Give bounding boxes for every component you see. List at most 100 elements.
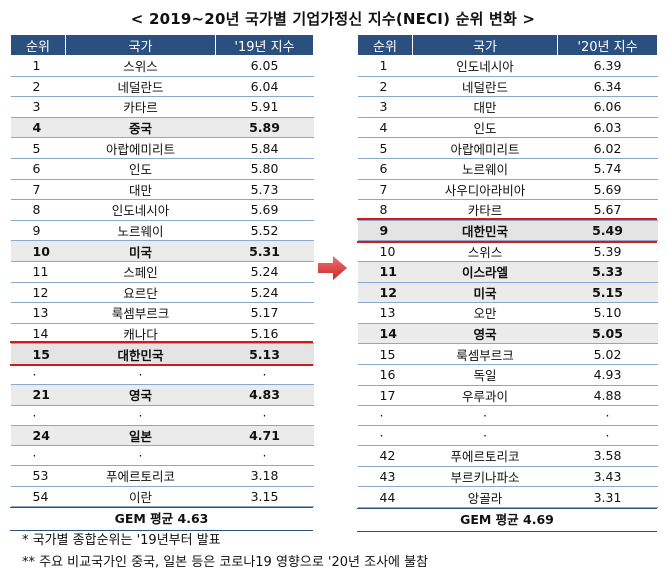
index-cell: 5.02 <box>557 343 658 365</box>
country-cell: 캐나다 <box>65 323 216 345</box>
table-row: 1 인도네시아 6.39 <box>357 55 658 77</box>
country-cell: 인도 <box>65 158 216 180</box>
ellipsis-row: · · · <box>357 425 658 447</box>
index-cell: 5.13 <box>215 343 314 365</box>
table-header-row: 순위 국가 '19년 지수 <box>10 34 314 56</box>
index-cell: 4.83 <box>215 384 314 406</box>
rank-cell: 2 <box>10 76 66 98</box>
table-row: 12 요르단 5.24 <box>10 282 314 304</box>
rank-cell: 44 <box>357 486 413 508</box>
rank-cell: 11 <box>10 261 66 283</box>
ellipsis-row: · · · <box>357 405 658 427</box>
table-row: 5 아랍에미리트 5.84 <box>10 137 314 159</box>
table-row: 15 룩셈부르크 5.02 <box>357 343 658 365</box>
rank-cell: 14 <box>10 323 66 345</box>
index-cell: · <box>557 425 658 447</box>
country-cell: 스위스 <box>412 240 558 262</box>
country-cell: 우루과이 <box>412 385 558 407</box>
table-row: 24 일본 4.71 <box>10 425 314 447</box>
table-row: 2 네덜란드 6.04 <box>10 76 314 98</box>
country-cell: 노르웨이 <box>412 158 558 180</box>
country-cell: · <box>412 405 558 427</box>
table-row: 6 인도 5.80 <box>10 158 314 180</box>
country-cell: 영국 <box>412 323 558 345</box>
table-row: 44 앙골라 3.31 <box>357 486 658 508</box>
rank-cell: 42 <box>357 445 413 467</box>
rank-cell: 12 <box>357 282 413 304</box>
index-cell: 3.43 <box>557 466 658 488</box>
index-cell: 6.02 <box>557 137 658 159</box>
table-row: 9 노르웨이 5.52 <box>10 220 314 242</box>
ellipsis-row: · · · <box>10 364 314 385</box>
country-cell: 푸에르토리코 <box>412 445 558 467</box>
country-cell: · <box>65 405 216 426</box>
arrow-right-icon <box>318 256 347 280</box>
rank-cell: 8 <box>357 199 413 221</box>
table-row: 42 푸에르토리코 3.58 <box>357 445 658 467</box>
index-cell: 5.69 <box>215 199 314 221</box>
index-cell: 5.39 <box>557 240 658 262</box>
index-cell: 5.24 <box>215 261 314 283</box>
rank-cell: 13 <box>357 302 413 324</box>
country-cell: · <box>65 364 216 385</box>
rank-cell: 5 <box>357 137 413 159</box>
index-cell: 5.80 <box>215 158 314 180</box>
rank-cell: 17 <box>357 385 413 407</box>
table-row: 8 카타르 5.67 <box>357 199 658 221</box>
index-cell: 5.84 <box>215 137 314 159</box>
index-cell: 3.58 <box>557 445 658 467</box>
country-cell: 아랍에미리트 <box>65 137 216 159</box>
index-cell: 5.91 <box>215 96 314 118</box>
table-row: 17 우루과이 4.88 <box>357 385 658 407</box>
footnote-1: * 국가별 종합순위는 '19년부터 발표 <box>22 533 221 548</box>
country-cell: 미국 <box>412 282 558 304</box>
table-row: 9 대한민국 5.49 <box>357 220 658 242</box>
index-cell: · <box>215 445 314 467</box>
table-row: 7 대만 5.73 <box>10 179 314 201</box>
table-row: 53 푸에르토리코 3.18 <box>10 465 314 487</box>
index-cell: 6.04 <box>215 76 314 98</box>
country-cell: 인도 <box>412 117 558 139</box>
country-cell: 아랍에미리트 <box>412 137 558 159</box>
rank-cell: 13 <box>10 302 66 324</box>
index-cell: 5.10 <box>557 302 658 324</box>
country-cell: 카타르 <box>65 96 216 118</box>
table-row: 16 독일 4.93 <box>357 364 658 386</box>
rank-cell: 53 <box>10 465 66 487</box>
header-rank: 순위 <box>357 34 413 56</box>
country-cell: 네덜란드 <box>412 76 558 98</box>
country-cell: 영국 <box>65 384 216 406</box>
rank-cell: 7 <box>10 179 66 201</box>
rank-cell: 7 <box>357 179 413 201</box>
rank-cell: · <box>357 425 413 447</box>
index-cell: 5.31 <box>215 240 314 262</box>
country-cell: · <box>65 445 216 467</box>
index-cell: 5.05 <box>557 323 658 345</box>
country-cell: 노르웨이 <box>65 220 216 242</box>
rank-cell: · <box>10 405 66 426</box>
table-row: 10 미국 5.31 <box>10 240 314 262</box>
country-cell: 스페인 <box>65 261 216 283</box>
country-cell: 이스라엘 <box>412 261 558 283</box>
ranking-table-2019: 순위 국가 '19년 지수 1 스위스 6.05 2 네덜란드 6.04 3 카타르 5.91 4… <box>10 34 314 508</box>
index-cell: 5.49 <box>557 220 658 242</box>
header-index: '19년 지수 <box>215 34 314 56</box>
rank-cell: 1 <box>10 55 66 77</box>
country-cell: 대만 <box>412 96 558 118</box>
table-row: 13 오만 5.10 <box>357 302 658 324</box>
country-cell: 대만 <box>65 179 216 201</box>
index-cell: 6.03 <box>557 117 658 139</box>
table-row: 4 인도 6.03 <box>357 117 658 139</box>
rank-cell: 21 <box>10 384 66 406</box>
country-cell: 앙골라 <box>412 486 558 508</box>
country-cell: 오만 <box>412 302 558 324</box>
index-cell: 5.67 <box>557 199 658 221</box>
rank-cell: 14 <box>357 323 413 345</box>
country-cell: 이란 <box>65 486 216 508</box>
rank-cell: 24 <box>10 425 66 447</box>
index-cell: 6.05 <box>215 55 314 77</box>
table-row: 3 대만 6.06 <box>357 96 658 118</box>
table-row: 43 부르키나파소 3.43 <box>357 466 658 488</box>
table-2019-panel: 순위 국가 '19년 지수 1 스위스 6.05 2 네덜란드 6.04 3 카타르 5.91 4… <box>10 34 314 532</box>
rank-cell: 4 <box>10 117 66 139</box>
